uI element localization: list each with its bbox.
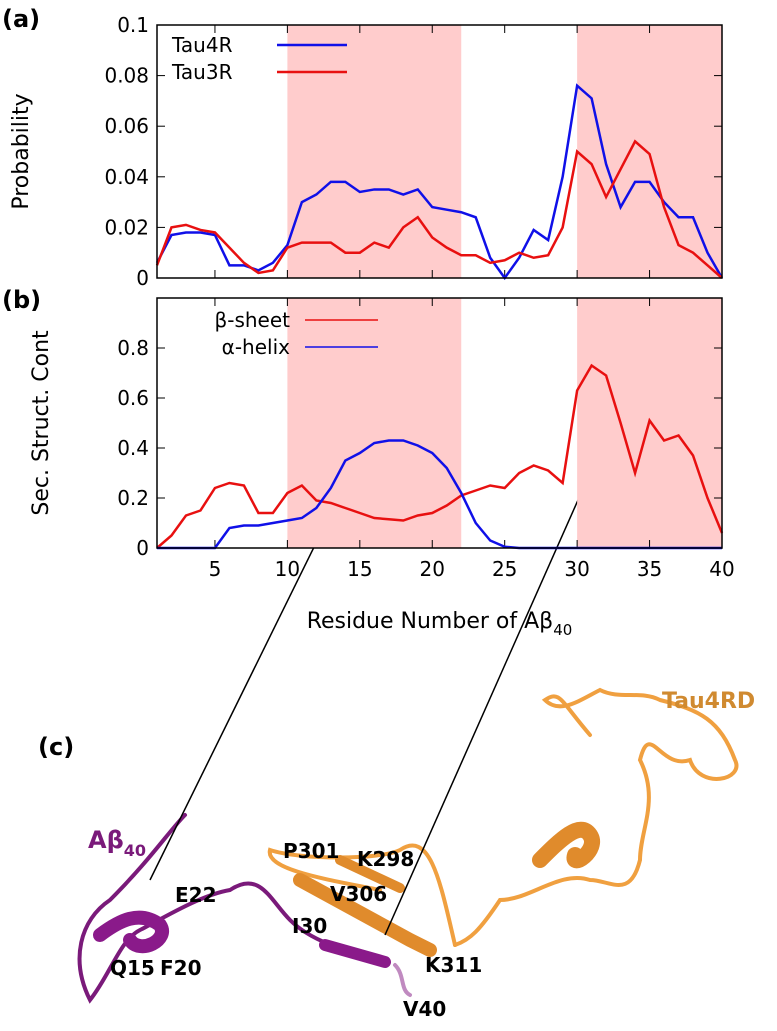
abeta-label: Aβ40 bbox=[88, 826, 146, 860]
x-tick-label: 15 bbox=[347, 557, 372, 581]
y-tick-label: 0.6 bbox=[117, 386, 149, 410]
x-tick-label: 40 bbox=[709, 557, 734, 581]
panel-label: (c) bbox=[38, 733, 74, 761]
x-tick-label: 5 bbox=[209, 557, 222, 581]
y-tick-label: 0.8 bbox=[117, 336, 149, 360]
panel-label: (a) bbox=[2, 5, 40, 33]
x-tick-label: 10 bbox=[275, 557, 300, 581]
residue-label: K311 bbox=[425, 953, 482, 977]
legend-label: β-sheet bbox=[214, 308, 290, 332]
x-tick-label: 20 bbox=[420, 557, 445, 581]
residue-label: I30 bbox=[292, 914, 327, 938]
y-tick-label: 0.2 bbox=[117, 486, 149, 510]
residue-label: K298 bbox=[357, 847, 414, 871]
legend-label: α-helix bbox=[222, 335, 290, 359]
residue-label: V306 bbox=[330, 882, 387, 906]
residue-label: F20 bbox=[160, 956, 202, 980]
series-line bbox=[156, 363, 724, 549]
residue-labels: E22 Q15 F20 P301 K298 V306 I30 K311 V40 bbox=[110, 839, 482, 1021]
y-tick-label: 0.06 bbox=[104, 114, 149, 138]
x-tick-label: 30 bbox=[564, 557, 589, 581]
y-tick-label: 0.4 bbox=[117, 436, 149, 460]
abeta-text: Aβ bbox=[88, 826, 124, 854]
y-tick-label: 0.1 bbox=[117, 13, 149, 37]
residue-label: E22 bbox=[175, 883, 217, 907]
residue-label: V40 bbox=[403, 997, 446, 1021]
x-tick-label: 25 bbox=[492, 557, 517, 581]
residue-label: Q15 bbox=[110, 956, 155, 980]
plot-frame bbox=[156, 297, 723, 549]
shaded-region bbox=[577, 25, 722, 278]
x-axis-label-text: Residue Number of Aβ bbox=[307, 609, 554, 634]
series-line bbox=[155, 139, 723, 279]
legend-label: Tau4R bbox=[171, 33, 233, 57]
y-tick-label: 0.04 bbox=[104, 165, 149, 189]
y-tick-label: 0 bbox=[136, 536, 149, 560]
panel-label: (b) bbox=[2, 286, 41, 314]
residue-label: P301 bbox=[283, 839, 339, 863]
x-axis-label: Residue Number of Aβ40 bbox=[307, 609, 573, 639]
plot-frame bbox=[156, 24, 723, 279]
y-tick-label: 0.08 bbox=[104, 64, 149, 88]
molecule bbox=[77, 687, 739, 1004]
tau-label: Tau4RD bbox=[662, 689, 755, 714]
y-tick-label: 0 bbox=[136, 266, 149, 290]
x-tick-label: 35 bbox=[637, 557, 662, 581]
y-axis-label: Probability bbox=[9, 93, 34, 209]
abeta-sub: 40 bbox=[124, 841, 146, 860]
legend-label: Tau3R bbox=[171, 60, 233, 84]
y-axis-label: Sec. Struct. Cont bbox=[29, 330, 54, 516]
y-tick-label: 0.02 bbox=[104, 215, 149, 239]
x-axis-label-sub: 40 bbox=[553, 621, 572, 639]
